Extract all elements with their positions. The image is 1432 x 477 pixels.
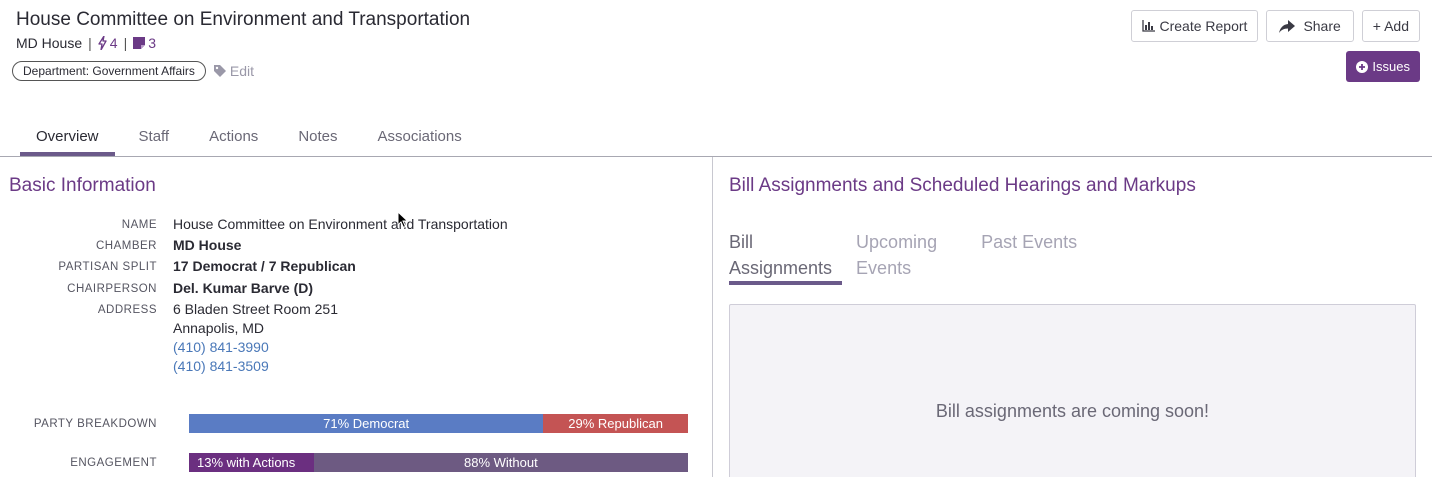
share-button[interactable]: Share: [1266, 10, 1354, 42]
empty-state-message: Bill assignments are coming soon!: [935, 401, 1210, 421]
without-segment: 88% Without: [313, 453, 688, 472]
party-breakdown-bar: 71% Democrat 29% Republican: [189, 414, 688, 433]
name-value: House Committee on Environment and Trans…: [173, 216, 508, 232]
bills-heading: Bill Assignments and Scheduled Hearings …: [729, 175, 1196, 196]
edit-tags-button[interactable]: Edit: [213, 63, 254, 79]
bar-chart-icon: [1141, 20, 1155, 32]
subtab-upcoming-events[interactable]: Upcoming Events: [856, 232, 938, 278]
notes-count-link[interactable]: 3: [133, 35, 156, 51]
actions-count-link[interactable]: 4: [98, 35, 118, 51]
plus-circle-icon: [1356, 60, 1369, 73]
tab-overview[interactable]: Overview: [20, 119, 115, 156]
column-divider: [712, 157, 713, 477]
engagement-label: ENGAGEMENT: [70, 457, 157, 469]
engagement-bar: 13% with Actions 88% Without: [189, 453, 688, 472]
name-label: NAME: [121, 219, 157, 231]
address-label: ADDRESS: [97, 304, 157, 316]
bill-assignments-panel: Bill assignments are coming soon!: [729, 304, 1416, 477]
republican-segment: 29% Republican: [543, 414, 688, 433]
tag-row: Department: Government Affairs Edit: [12, 61, 254, 81]
tab-staff[interactable]: Staff: [138, 128, 170, 145]
partisan-split-label: PARTISAN SPLIT: [58, 261, 157, 273]
header-meta: MD House | 4 | 3: [16, 35, 157, 51]
mouse-cursor-icon: [397, 211, 409, 229]
tab-actions[interactable]: Actions: [209, 128, 259, 145]
page-title: House Committee on Environment and Trans…: [16, 9, 471, 30]
phone-link-1[interactable]: (410) 841-3990: [173, 339, 269, 355]
bills-subtabs: Bill Assignments Upcoming Events Past Ev…: [729, 229, 1105, 285]
toolbar: Create Report Share + Add: [1130, 10, 1420, 42]
chairperson-value[interactable]: Del. Kumar Barve (D): [173, 280, 314, 296]
phone-link-2[interactable]: (410) 841-3509: [173, 358, 269, 374]
chamber-label: CHAMBER: [95, 240, 157, 252]
note-icon: [133, 37, 146, 49]
subtab-bill-assignments[interactable]: Bill Assignments: [729, 229, 843, 285]
department-tag[interactable]: Department: Government Affairs: [12, 61, 206, 81]
basic-info-list: NAME House Committee on Environment and …: [0, 215, 700, 376]
subtab-past-events[interactable]: Past Events: [981, 232, 1078, 252]
with-actions-segment: 13% with Actions: [189, 453, 314, 472]
address-value: 6 Bladen Street Room 251 Annapolis, MD (…: [173, 300, 338, 376]
chamber-text: MD House: [16, 35, 83, 51]
issues-button[interactable]: Issues: [1346, 51, 1420, 82]
chairperson-label: CHAIRPERSON: [67, 283, 157, 295]
chamber-value: MD House: [173, 237, 242, 253]
create-report-button[interactable]: Create Report: [1130, 10, 1259, 42]
partisan-split-value: 17 Democrat / 7 Republican: [173, 258, 356, 274]
tab-notes[interactable]: Notes: [298, 128, 338, 145]
address-line2: Annapolis, MD: [173, 320, 265, 336]
main-tabs: Overview Staff Actions Notes Association…: [20, 119, 486, 156]
share-icon: [1279, 19, 1296, 33]
tab-associations[interactable]: Associations: [377, 128, 462, 145]
tab-divider: [0, 156, 1432, 157]
address-line1: 6 Bladen Street Room 251: [173, 301, 338, 317]
add-button[interactable]: + Add: [1361, 10, 1420, 42]
bolt-icon: [98, 36, 107, 50]
tag-icon: [213, 65, 226, 77]
democrat-segment: 71% Democrat: [189, 414, 544, 433]
basic-info-heading: Basic Information: [9, 175, 156, 196]
party-breakdown-label: PARTY BREAKDOWN: [33, 418, 157, 430]
